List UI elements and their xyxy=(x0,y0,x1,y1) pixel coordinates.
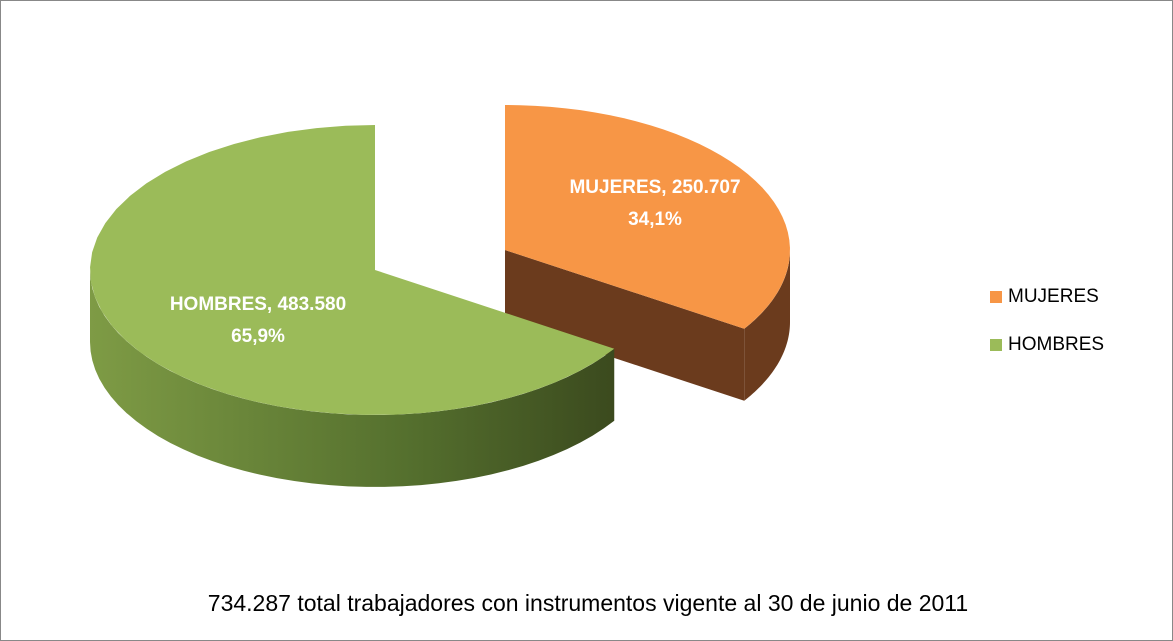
slice-side xyxy=(90,270,615,487)
slice xyxy=(90,125,615,415)
legend-label: HOMBRES xyxy=(1008,334,1104,355)
slice-side xyxy=(744,250,790,401)
legend-label: MUJERES xyxy=(1008,286,1099,307)
legend-swatch xyxy=(990,291,1002,303)
chart-title: 734.287 total trabajadores con instrumen… xyxy=(208,590,968,616)
slice xyxy=(505,105,790,329)
data-label: MUJERES, 250.707 xyxy=(569,177,740,198)
legend-swatch xyxy=(990,339,1002,351)
data-label: HOMBRES, 483.580 xyxy=(170,294,346,315)
slice-cut-face xyxy=(505,250,745,401)
percent-label: 65,9% xyxy=(231,326,285,347)
percent-label: 34,1% xyxy=(628,209,682,230)
